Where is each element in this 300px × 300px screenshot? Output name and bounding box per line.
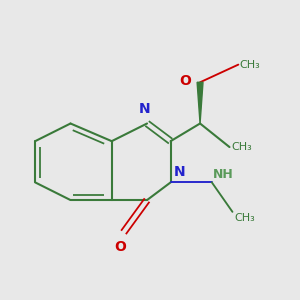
Text: CH₃: CH₃ [240, 60, 261, 70]
Text: O: O [179, 74, 191, 88]
Text: N: N [174, 165, 185, 179]
Text: N: N [138, 102, 150, 116]
Text: CH₃: CH₃ [234, 213, 255, 223]
Polygon shape [197, 82, 203, 124]
Text: NH: NH [213, 168, 234, 181]
Text: CH₃: CH₃ [231, 142, 252, 152]
Text: O: O [115, 240, 127, 254]
